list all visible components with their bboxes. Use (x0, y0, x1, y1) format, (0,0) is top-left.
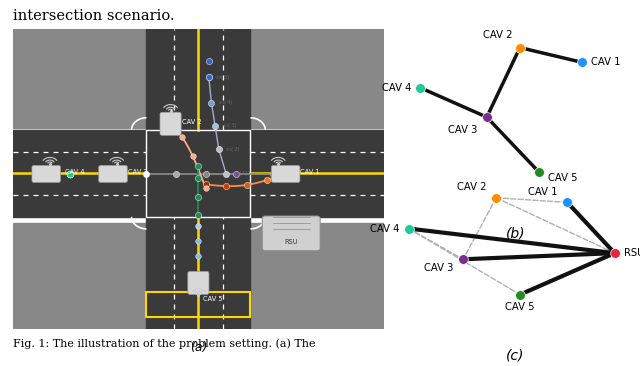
Text: CAV 4: CAV 4 (65, 169, 84, 175)
Bar (147, 130, 250, 217)
Text: CAV 5: CAV 5 (203, 296, 223, 302)
Text: Fig. 1: The illustration of the problem setting. (a) The: Fig. 1: The illustration of the problem … (13, 339, 316, 349)
Bar (13, 130, 384, 217)
Text: (c): (c) (506, 348, 524, 362)
Text: (b): (b) (506, 227, 525, 241)
Text: CAV 1: CAV 1 (529, 187, 558, 197)
Text: CAV 3: CAV 3 (128, 169, 147, 175)
Text: CAV 3: CAV 3 (448, 125, 477, 135)
Text: intersection scenario.: intersection scenario. (13, 9, 175, 23)
Bar (13, 223, 147, 329)
Text: $s_1$(2): $s_1$(2) (225, 145, 241, 154)
Text: $s_1$(1): $s_1$(1) (233, 169, 248, 179)
Bar (250, 29, 384, 128)
Bar (13, 29, 147, 128)
Text: CAV 3: CAV 3 (424, 264, 454, 273)
FancyBboxPatch shape (160, 112, 181, 135)
Text: RSU: RSU (624, 248, 640, 258)
Bar (250, 223, 384, 329)
FancyBboxPatch shape (271, 165, 300, 183)
Text: CAV 2: CAV 2 (483, 30, 513, 40)
Text: CAV 2: CAV 2 (182, 119, 202, 125)
Bar (147, 29, 250, 329)
Text: RSU: RSU (284, 239, 298, 245)
Text: CAV 5: CAV 5 (548, 172, 578, 183)
Bar (147, 292, 250, 317)
Text: CAV 5: CAV 5 (505, 302, 534, 312)
FancyBboxPatch shape (262, 216, 320, 251)
Text: CAV 4: CAV 4 (381, 83, 411, 93)
Text: $s_1$(4): $s_1$(4) (218, 98, 234, 107)
Text: $s_1$(5): $s_1$(5) (216, 73, 231, 82)
FancyBboxPatch shape (99, 165, 127, 183)
Text: CAV 1: CAV 1 (591, 57, 620, 67)
FancyBboxPatch shape (188, 271, 209, 294)
Text: $s_1$(3): $s_1$(3) (222, 122, 237, 130)
Text: CAV 4: CAV 4 (370, 224, 399, 234)
Text: CAV 2: CAV 2 (458, 182, 487, 192)
FancyBboxPatch shape (32, 165, 61, 183)
Text: (a): (a) (189, 341, 207, 354)
Text: CAV 1: CAV 1 (301, 169, 320, 175)
